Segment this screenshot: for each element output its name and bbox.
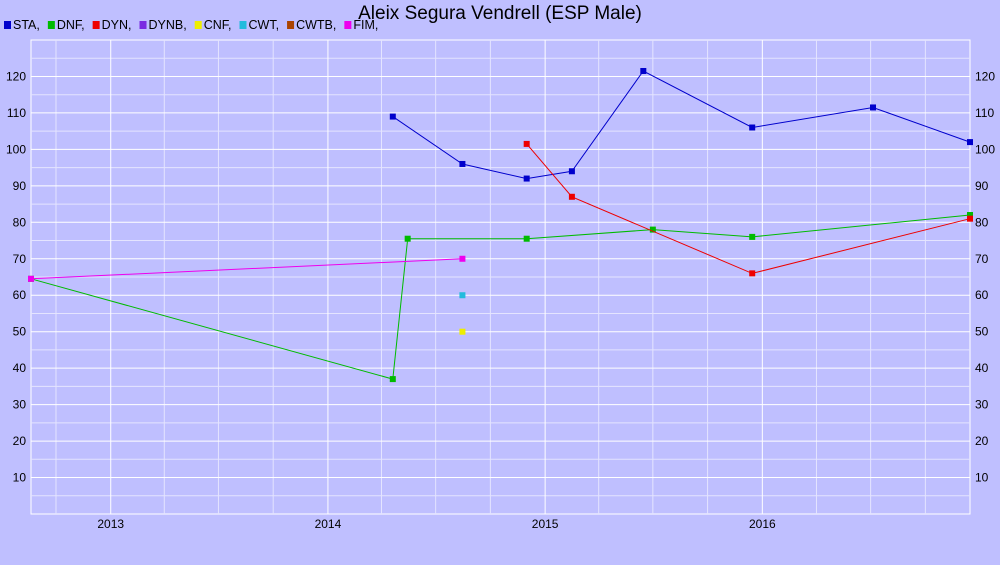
data-point-cnf xyxy=(459,328,466,335)
y-tick-label-right: 50 xyxy=(975,325,989,339)
data-point-sta xyxy=(568,168,575,175)
legend-swatch xyxy=(239,21,247,29)
legend-swatch xyxy=(194,21,202,29)
y-tick-label-left: 90 xyxy=(13,179,27,193)
y-tick-label-right: 10 xyxy=(975,471,989,485)
data-point-sta xyxy=(870,104,877,111)
data-point-dnf xyxy=(404,235,411,242)
y-tick-label-left: 100 xyxy=(6,142,26,156)
legend-item: STA, xyxy=(4,18,40,32)
data-point-sta xyxy=(523,175,530,182)
legend-label: DYNB, xyxy=(149,18,187,32)
grid xyxy=(30,39,971,515)
x-tick-label: 2015 xyxy=(532,517,559,531)
legend-item: CNF, xyxy=(194,18,232,32)
data-point-fim xyxy=(459,255,466,262)
legend-label: CWT, xyxy=(249,18,280,32)
y-tick-label-left: 20 xyxy=(13,434,27,448)
legend-label: FIM, xyxy=(353,18,378,32)
data-point-dnf xyxy=(649,226,656,233)
data-point-sta xyxy=(967,139,973,146)
series-dyn xyxy=(523,140,973,277)
legend-item: FIM, xyxy=(344,18,378,32)
x-tick-label: 2014 xyxy=(315,517,342,531)
data-point-fim xyxy=(28,275,34,282)
legend-item: CWTB, xyxy=(287,18,336,32)
series-fim xyxy=(28,255,466,282)
y-tick-label-left: 40 xyxy=(13,361,27,375)
legend-swatch xyxy=(344,21,352,29)
series-cnf xyxy=(459,328,466,335)
x-tick-label: 2016 xyxy=(749,517,776,531)
y-tick-label-right: 120 xyxy=(975,69,995,83)
legend-label: DYN, xyxy=(102,18,132,32)
series-line-sta xyxy=(392,70,971,180)
x-tick-label: 2013 xyxy=(97,517,124,531)
data-point-cwt xyxy=(459,292,466,299)
y-tick-label-left: 110 xyxy=(7,106,26,120)
legend-swatch xyxy=(92,21,100,29)
y-tick-label-right: 70 xyxy=(975,252,989,266)
data-point-sta xyxy=(389,113,396,120)
y-tick-label-right: 20 xyxy=(975,434,989,448)
legend-swatch xyxy=(47,21,55,29)
data-point-dnf xyxy=(389,376,396,383)
series-line-dyn xyxy=(526,143,971,274)
y-tick-label-right: 60 xyxy=(975,288,989,302)
data-point-sta xyxy=(749,124,756,131)
data-point-dyn xyxy=(523,140,530,147)
data-point-dnf xyxy=(523,235,530,242)
data-point-dnf xyxy=(749,233,756,240)
legend-label: DNF, xyxy=(57,18,85,32)
legend-item: DNF, xyxy=(47,18,85,32)
y-tick-label-left: 30 xyxy=(13,398,27,412)
data-point-sta xyxy=(640,67,647,74)
legend-label: STA, xyxy=(13,18,40,32)
data-point-sta xyxy=(459,160,466,167)
y-tick-label-left: 50 xyxy=(13,325,27,339)
y-tick-label-right: 80 xyxy=(975,215,989,229)
y-tick-label-right: 90 xyxy=(975,179,989,193)
legend-swatch xyxy=(139,21,147,29)
data-point-dyn xyxy=(967,215,973,222)
data-point-dyn xyxy=(568,193,575,200)
y-tick-label-left: 10 xyxy=(13,471,27,485)
y-tick-label-left: 60 xyxy=(13,288,27,302)
series-sta xyxy=(389,67,973,182)
data-point-dnf xyxy=(967,212,973,219)
legend-swatch xyxy=(4,21,11,29)
data-point-dyn xyxy=(749,270,756,277)
y-tick-label-left: 70 xyxy=(13,252,27,266)
legend-label: CWTB, xyxy=(296,18,336,32)
legend-swatch xyxy=(287,21,295,29)
series-layer xyxy=(28,67,973,383)
legend-item: DYN, xyxy=(92,18,132,32)
y-tick-label-left: 120 xyxy=(6,69,26,83)
y-tick-label-right: 30 xyxy=(975,398,989,412)
series-cwt xyxy=(459,292,466,299)
series-line-fim xyxy=(30,258,463,280)
legend-item: DYNB, xyxy=(139,18,187,32)
axes: 10 10 20 20 30 30 40 40 50 50 60 60 70 70 80 80 90 90 100 1… xyxy=(6,69,995,531)
legend-item: CWT, xyxy=(239,18,280,32)
y-tick-label-right: 100 xyxy=(975,142,995,156)
legend: STA, DNF, DYN, DYNB, CNF, CWT, CWTB, FIM, xyxy=(4,18,378,32)
y-tick-label-right: 40 xyxy=(975,361,989,375)
legend-label: CNF, xyxy=(204,18,232,32)
y-tick-label-right: 110 xyxy=(975,106,994,120)
chart-title: Aleix Segura Vendrell (ESP Male) xyxy=(358,3,642,24)
y-tick-label-left: 80 xyxy=(13,215,27,229)
